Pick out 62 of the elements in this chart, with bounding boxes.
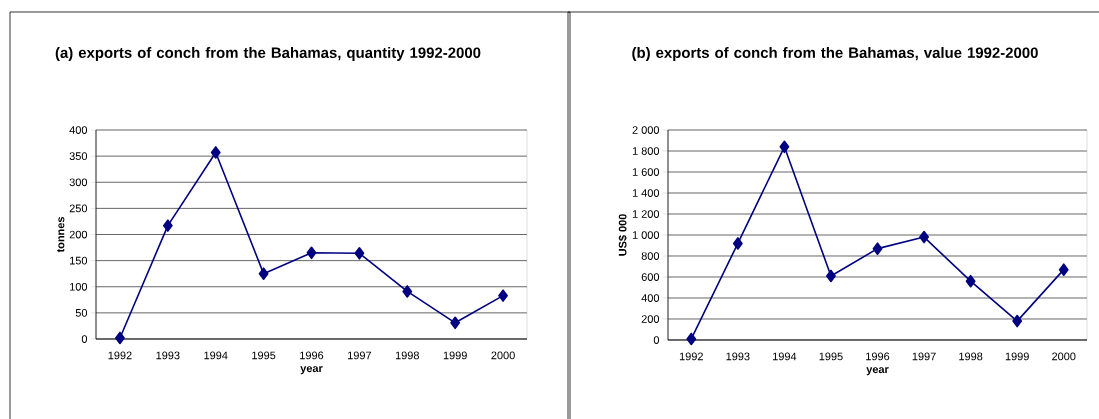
x-tick-label: 1999 <box>443 351 467 360</box>
x-tick-label: 2000 <box>491 351 515 360</box>
point <box>1012 314 1023 328</box>
y-tick-label: 800 <box>641 252 660 260</box>
x-tick-label: 1995 <box>819 352 843 361</box>
chart-title: (a) exports of conch from the Bahamas, quantity 1992-2000 <box>55 47 481 61</box>
y-tick-label: 0 <box>653 336 660 344</box>
x-axis-title: year <box>300 366 323 375</box>
y-tick-label: 400 <box>641 294 660 302</box>
point <box>732 237 743 250</box>
point <box>826 269 836 283</box>
x-tick-label: 1997 <box>348 351 372 360</box>
x-tick-label: 1994 <box>204 351 228 360</box>
y-tick-label: 200 <box>69 230 88 239</box>
y-tick-label: 600 <box>641 273 660 281</box>
x-tick-label: 1993 <box>726 352 750 361</box>
point <box>779 140 790 154</box>
y-tick-label: 400 <box>69 126 88 134</box>
y-tick-label: 2 000 <box>632 126 660 134</box>
point <box>162 219 173 232</box>
y-tick-label: 350 <box>69 152 88 161</box>
point <box>919 230 929 244</box>
point <box>210 146 221 159</box>
y-tick-label: 1 800 <box>632 147 660 155</box>
x-tick-label: 1998 <box>395 351 419 360</box>
x-tick-label: 1992 <box>679 352 703 361</box>
point <box>258 267 269 280</box>
point <box>1058 263 1069 276</box>
x-tick-label: 1996 <box>300 351 324 360</box>
x-tick-label: 1994 <box>773 352 797 361</box>
point <box>450 316 461 330</box>
x-tick-label: 2000 <box>1052 352 1076 361</box>
y-tick-label: 250 <box>69 204 88 213</box>
x-tick-label: 1995 <box>252 351 276 360</box>
y-tick-label: 300 <box>69 178 88 187</box>
y-tick-label: 1 000 <box>632 231 660 239</box>
point <box>115 331 125 345</box>
x-tick-label: 1999 <box>1005 352 1029 361</box>
chart-title: (b) exports of conch from the Bahamas, value 1992-2000 <box>632 47 1038 61</box>
y-axis-title: tonnes <box>57 216 65 253</box>
x-tick-label: 1992 <box>108 351 132 360</box>
y-tick-label: 1 600 <box>632 168 660 176</box>
y-tick-label: 50 <box>75 309 88 317</box>
point <box>498 289 508 302</box>
y-axis-title: US$ 000 <box>618 214 628 256</box>
point <box>686 332 697 346</box>
point <box>306 246 317 260</box>
y-tick-label: 150 <box>70 256 88 265</box>
point <box>965 274 976 288</box>
x-tick-label: 1996 <box>866 352 890 361</box>
point <box>354 247 365 260</box>
y-tick-label: 200 <box>641 315 660 323</box>
y-tick-label: 1 400 <box>632 189 660 197</box>
x-tick-label: 1997 <box>912 352 936 361</box>
x-tick-label: 1998 <box>959 352 983 361</box>
point <box>872 242 883 255</box>
x-axis-title: year <box>866 367 889 376</box>
y-tick-label: 1 200 <box>632 210 660 218</box>
point <box>402 285 413 298</box>
x-tick-label: 1993 <box>156 351 180 360</box>
y-tick-label: 100 <box>70 282 88 291</box>
y-tick-label: 0 <box>81 335 88 343</box>
